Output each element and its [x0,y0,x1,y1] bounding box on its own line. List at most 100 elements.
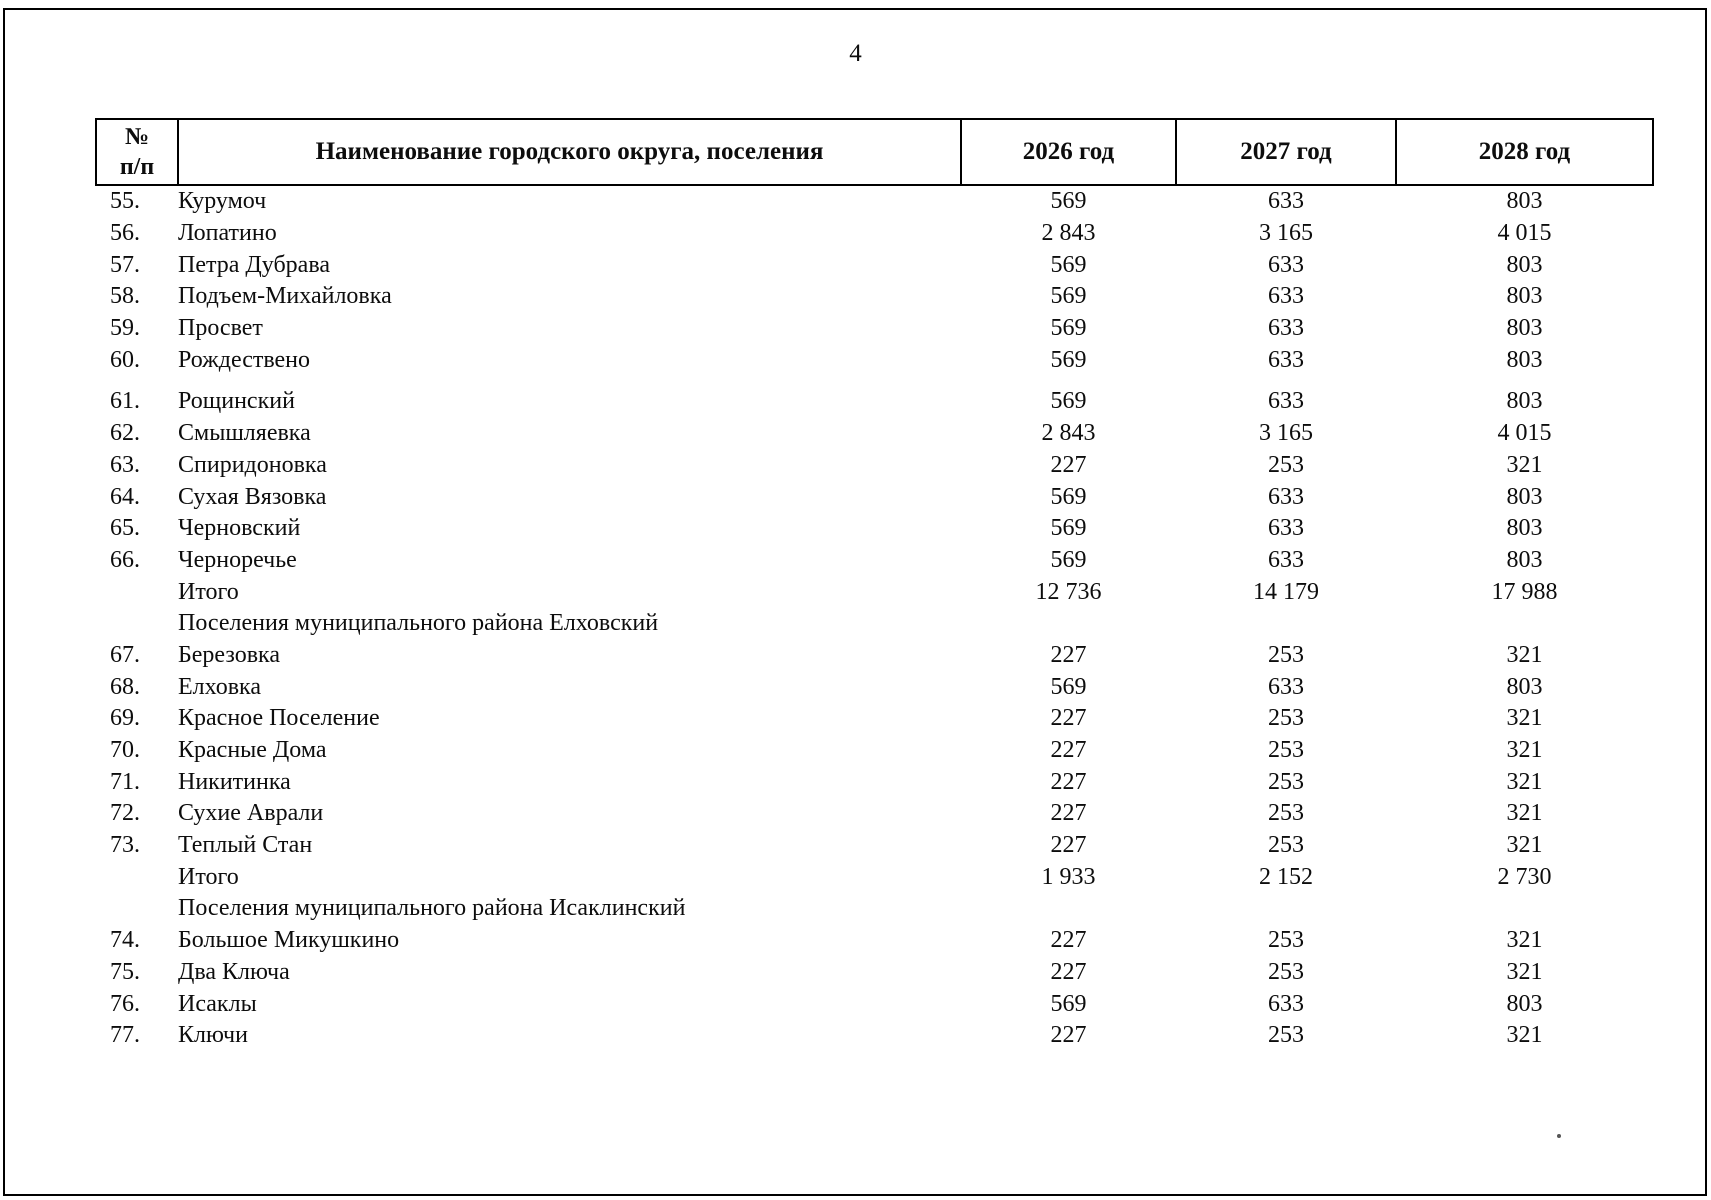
data-row: 61. Рощинский 569 633 803 [96,376,1653,418]
row-number: 60. [110,346,140,373]
value-2028: 803 [1506,673,1543,700]
settlement-name: Красные Дома [178,737,327,764]
value-2026: 227 [1050,705,1087,732]
data-row: 66. Черноречье 569 633 803 [96,545,1653,577]
data-row: 72. Сухие Аврали 227 253 321 [96,798,1653,830]
table-header: № п/п Наименование городского округа, по… [95,118,1654,186]
row-number: 61. [110,388,140,415]
settlements-table: № п/п Наименование городского округа, по… [95,118,1654,1052]
value-2026: 569 [1050,251,1087,278]
settlement-name: Курумоч [178,188,267,215]
value-2026: 227 [1050,958,1087,985]
value-2028: 321 [1506,737,1543,764]
total-label: Итого [178,578,239,605]
row-number: 56. [110,220,140,247]
settlement-name: Два Ключа [178,958,290,985]
value-2026: 569 [1050,515,1087,542]
value-2026: 569 [1050,315,1087,342]
col-header-2028: 2028 год [1395,118,1654,186]
value-2027: 253 [1268,705,1304,732]
section-row: Поселения муниципального района Елховски… [96,608,1653,640]
settlement-name: Красное Поселение [178,705,380,732]
settlement-name: Никитинка [178,768,291,795]
value-2028: 803 [1506,483,1543,510]
value-2028: 321 [1506,768,1543,795]
value-2028: 4 015 [1497,220,1552,247]
data-row: 68. Елховка 569 633 803 [96,671,1653,703]
value-2027: 14 179 [1253,578,1319,605]
data-row: 73. Теплый Стан 227 253 321 [96,830,1653,862]
value-2027 [1176,608,1396,640]
value-2028: 803 [1506,546,1543,573]
value-2026: 227 [1050,768,1087,795]
value-2026: 227 [1050,832,1087,859]
total-row: Итого 1 933 2 152 2 730 [96,861,1653,893]
row-number: 74. [110,927,140,954]
value-2028: 803 [1506,388,1543,415]
value-2027: 3 165 [1259,220,1313,247]
value-2028: 4 015 [1497,420,1552,447]
value-2026: 227 [1050,641,1087,668]
value-2026: 2 843 [1041,220,1096,247]
row-number: 65. [110,515,140,542]
row-number: 55. [110,188,140,215]
value-2026: 569 [1050,283,1087,310]
value-2026: 569 [1050,990,1087,1017]
data-row: 63. Спиридоновка 227 253 321 [96,450,1653,482]
col-header-2026: 2026 год [960,118,1177,186]
value-2027: 633 [1268,315,1304,342]
value-2028: 321 [1506,705,1543,732]
value-2027: 2 152 [1259,863,1313,890]
data-row: 58. Подъем-Михайловка 569 633 803 [96,281,1653,313]
value-2027: 253 [1268,737,1304,764]
value-2027: 633 [1268,515,1304,542]
settlement-name: Рождествено [178,346,311,373]
value-2028: 803 [1506,283,1543,310]
row-number [96,893,178,925]
row-number: 57. [110,251,140,278]
settlement-name: Спиридоновка [178,451,327,478]
value-2028: 321 [1506,800,1543,827]
col-header-num: № п/п [95,118,179,186]
value-2026 [961,608,1176,640]
value-2028: 321 [1506,1022,1543,1049]
value-2026: 569 [1050,346,1087,373]
value-2028: 803 [1506,251,1543,278]
row-number: 63. [110,451,140,478]
data-row: 75. Два Ключа 227 253 321 [96,957,1653,989]
value-2027: 633 [1268,188,1304,215]
value-2026: 227 [1050,737,1087,764]
value-2028: 803 [1506,315,1543,342]
data-row: 57. Петра Дубрава 569 633 803 [96,249,1653,281]
settlement-name: Елховка [178,673,262,700]
value-2028: 321 [1506,832,1543,859]
value-2028: 803 [1506,990,1543,1017]
data-row: 70. Красные Дома 227 253 321 [96,735,1653,767]
value-2027: 253 [1268,800,1304,827]
total-row: Итого 12 736 14 179 17 988 [96,576,1653,608]
row-number: 68. [110,673,140,700]
data-row: 60. Рождествено 569 633 803 [96,344,1653,376]
section-title: Поселения муниципального района Елховски… [178,610,659,637]
data-row: 59. Просвет 569 633 803 [96,313,1653,345]
data-row: 76. Исаклы 569 633 803 [96,988,1653,1020]
section-title: Поселения муниципального района Исаклинс… [178,895,686,922]
row-number: 66. [110,546,140,573]
data-row: 65. Черновский 569 633 803 [96,513,1653,545]
row-number: 77. [110,1022,140,1049]
data-row: 74. Большое Микушкино 227 253 321 [96,925,1653,957]
value-2028: 321 [1506,451,1543,478]
value-2028: 321 [1506,641,1543,668]
data-row: 55. Курумоч 569 633 803 [96,185,1653,218]
value-2026: 12 736 [1035,578,1102,605]
row-number [96,861,178,893]
value-2026: 227 [1050,800,1087,827]
value-2026: 1 933 [1041,863,1096,890]
data-row: 77. Ключи 227 253 321 [96,1020,1653,1052]
row-number [96,608,178,640]
header-row: № п/п Наименование городского округа, по… [95,118,1654,186]
settlement-name: Теплый Стан [178,832,313,859]
value-2028: 321 [1506,927,1543,954]
value-2026: 227 [1050,451,1087,478]
value-2026: 569 [1050,483,1087,510]
